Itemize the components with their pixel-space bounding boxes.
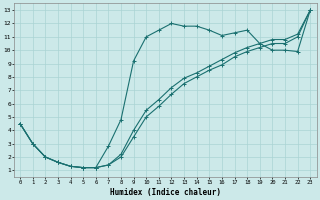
X-axis label: Humidex (Indice chaleur): Humidex (Indice chaleur) [110,188,220,197]
